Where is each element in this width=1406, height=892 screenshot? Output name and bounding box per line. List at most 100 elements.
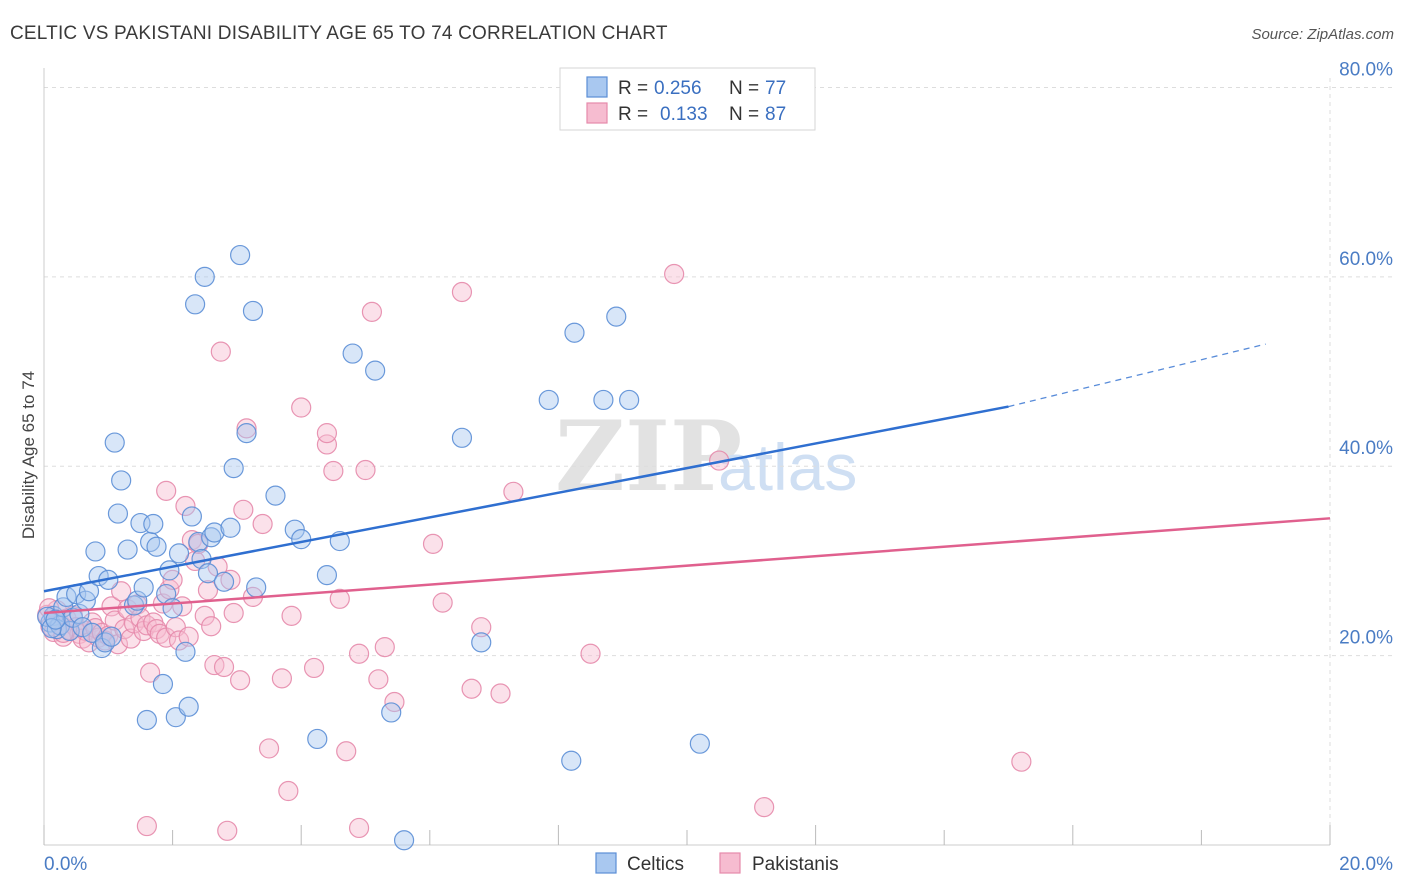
y-tick-label-60: 60.0% (1339, 249, 1393, 270)
pakistanis-point-95 (316, 422, 338, 444)
celtics-point-57 (291, 529, 312, 550)
celtics-point-19 (101, 626, 122, 647)
pakistanis-point-44 (178, 626, 199, 647)
celtics-point-68 (561, 750, 582, 771)
celtics-point-21 (107, 503, 129, 524)
celtics-point-38 (175, 641, 196, 662)
pakistanis-trend-line (43, 517, 1331, 615)
celtics-point-58 (307, 728, 328, 750)
bottom-legend: Celtics Pakistanis (595, 852, 839, 875)
pakistanis-point-75 (361, 301, 383, 322)
watermark-atlas: atlas (718, 430, 857, 504)
pakistanis-point-94 (348, 817, 370, 839)
pakistanis-point-83 (471, 617, 492, 638)
pakistanis-point-86 (580, 643, 601, 664)
legend-n-label-celtics: N = (729, 78, 759, 99)
chart-title: CELTIC VS PAKISTANI DISABILITY AGE 65 TO… (10, 23, 668, 44)
pakistanis-point-65 (278, 780, 299, 802)
pakistanis-point-68 (303, 657, 325, 679)
pakistanis-point-79 (422, 533, 444, 554)
legend-r-label-celtics: R = (618, 78, 648, 99)
bottom-legend-swatch-pakistanis (719, 852, 741, 874)
celtics-point-67 (538, 389, 559, 411)
celtics-point-72 (619, 389, 640, 411)
celtics-point-65 (451, 427, 473, 448)
legend-r-value-pakistanis: 0.133 (660, 104, 708, 125)
pakistanis-point-74 (355, 459, 376, 481)
celtics-point-27 (133, 577, 154, 598)
celtics-point-45 (197, 563, 219, 584)
celtics-point-35 (162, 598, 183, 619)
pakistanis-point-66 (281, 605, 302, 626)
pakistanis-point-84 (490, 683, 511, 704)
pakistanis-point-80 (432, 592, 453, 613)
legend-swatch-celtics (586, 76, 608, 98)
pakistanis-point-23 (111, 581, 132, 602)
celtics-point-20 (104, 432, 125, 453)
celtics-point-32 (152, 673, 174, 695)
celtics-point-42 (188, 531, 209, 553)
celtics-point-69 (564, 322, 585, 343)
celtics-point-64 (393, 830, 415, 851)
pakistanis-point-81 (451, 281, 473, 303)
pakistanis-point-72 (336, 741, 357, 762)
pakistanis-point-55 (217, 820, 238, 841)
legend-n-value-celtics: 77 (765, 78, 786, 99)
pakistanis-point-67 (291, 397, 312, 418)
bottom-legend-celtics: Celtics (627, 854, 684, 875)
celtics-point-37 (168, 543, 190, 564)
pakistanis-point-32 (139, 662, 161, 683)
y-tick-label-80: 80.0% (1339, 59, 1393, 80)
celtics-point-55 (265, 485, 286, 506)
pakistanis-point-89 (754, 797, 775, 818)
pakistanis-point-69 (316, 434, 338, 455)
celtics-point-22 (111, 470, 132, 491)
pakistanis-point-70 (323, 460, 344, 482)
pakistanis-point-77 (374, 636, 395, 658)
pakistanis-point-76 (368, 669, 389, 690)
pakistanis-point-57 (223, 602, 244, 624)
celtics-point-39 (178, 696, 199, 717)
pakistanis-point-71 (329, 588, 350, 609)
trend-lines (43, 343, 1331, 615)
celtics-point-34 (159, 560, 180, 581)
legend-r-label-pakistanis: R = (618, 104, 648, 125)
celtics-point-50 (223, 458, 244, 479)
tick-labels: 20.0% 40.0% 60.0% 80.0% 0.0% 20.0% (44, 59, 1393, 875)
celtics-point-54 (246, 577, 267, 598)
legend: R = 0.256 N = 77 R = 0.133 N = 87 (559, 67, 816, 131)
celtics-point-41 (185, 294, 206, 315)
celtics-point-59 (316, 565, 338, 586)
celtics-point-40 (181, 506, 202, 527)
pakistanis-point-73 (348, 643, 370, 664)
pakistanis-point-54 (213, 656, 235, 678)
y-tick-label-40: 40.0% (1339, 438, 1393, 459)
pakistanis-point-58 (230, 670, 251, 691)
celtics-point-62 (365, 360, 386, 381)
y-tick-label-20: 20.0% (1339, 628, 1393, 649)
celtics-point-23 (117, 539, 138, 560)
pakistanis-points (37, 263, 1032, 841)
celtics-point-44 (194, 266, 215, 287)
x-tick-label-20: 20.0% (1339, 854, 1393, 875)
pakistanis-point-50 (201, 616, 222, 637)
bottom-legend-pakistanis: Pakistanis (752, 854, 839, 875)
legend-r-value-celtics: 0.256 (654, 78, 702, 99)
bottom-legend-swatch-celtics (595, 852, 617, 874)
legend-n-value-pakistanis: 87 (765, 104, 786, 125)
celtics-point-47 (204, 522, 225, 543)
pakistanis-point-48 (194, 605, 215, 626)
y-axis-label: Disability Age 65 to 74 (19, 371, 38, 539)
celtics-point-31 (146, 536, 167, 557)
celtics-point-52 (236, 422, 257, 444)
pakistanis-point-62 (252, 513, 273, 535)
celtics-point-63 (381, 702, 402, 723)
pakistanis-point-92 (136, 815, 157, 837)
celtics-point-48 (213, 571, 235, 592)
pakistanis-point-53 (210, 341, 231, 362)
pakistanis-point-93 (156, 480, 177, 501)
pakistanis-point-64 (271, 668, 293, 689)
celtics-point-61 (342, 343, 363, 364)
celtics-point-10 (72, 617, 93, 638)
